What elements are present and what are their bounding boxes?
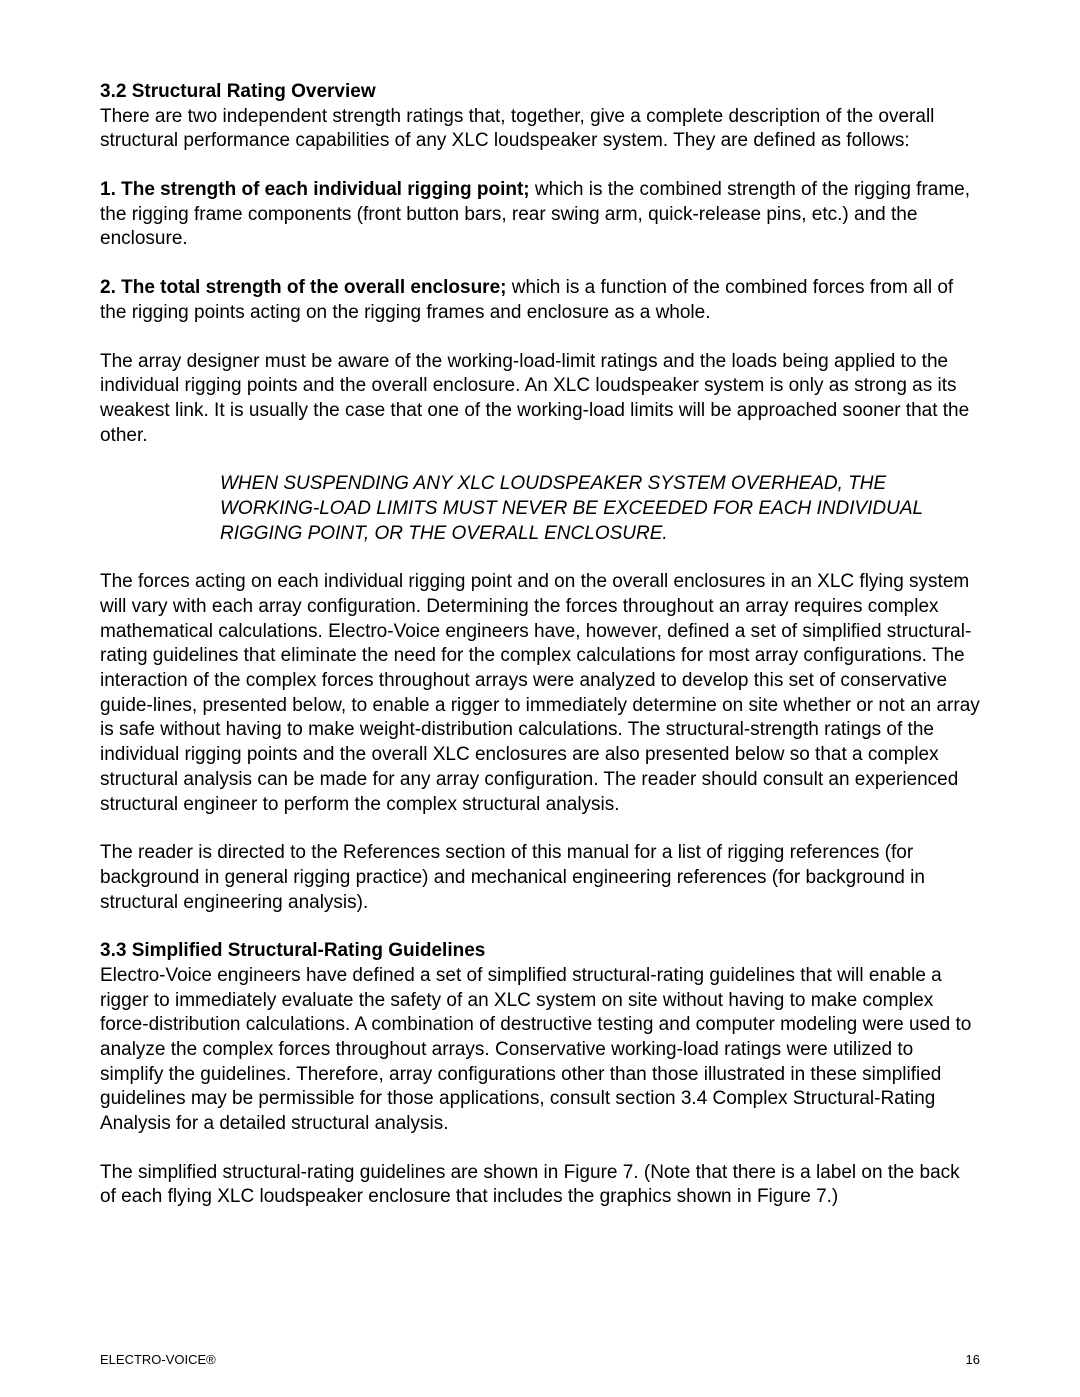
body-text: Electro-Voice engineers have defined a s… — [100, 964, 980, 1137]
section-heading: 3.2 Structural Rating Overview — [100, 80, 980, 105]
paragraph: The forces acting on each individual rig… — [100, 570, 980, 817]
page-number: 16 — [966, 1352, 980, 1367]
section-3-3: 3.3 Simplified Structural-Rating Guideli… — [100, 939, 980, 1137]
point-2: 2. The total strength of the overall enc… — [100, 276, 980, 325]
bold-lead: 2. The total strength of the overall enc… — [100, 277, 506, 298]
body-text: The reader is directed to the References… — [100, 841, 980, 915]
bold-lead: 1. The strength of each individual riggi… — [100, 179, 530, 200]
body-text: 1. The strength of each individual riggi… — [100, 178, 980, 252]
section-3-2: 3.2 Structural Rating Overview There are… — [100, 80, 980, 154]
body-text: The simplified structural-rating guideli… — [100, 1161, 980, 1210]
page-footer: ELECTRO-VOICE® 16 — [100, 1352, 980, 1367]
paragraph: The reader is directed to the References… — [100, 841, 980, 915]
section-heading: 3.3 Simplified Structural-Rating Guideli… — [100, 939, 980, 964]
body-text: The array designer must be aware of the … — [100, 350, 980, 449]
paragraph: The simplified structural-rating guideli… — [100, 1161, 980, 1210]
point-1: 1. The strength of each individual riggi… — [100, 178, 980, 252]
paragraph: The array designer must be aware of the … — [100, 350, 980, 449]
footer-brand: ELECTRO-VOICE® — [100, 1352, 216, 1367]
body-text: The forces acting on each individual rig… — [100, 570, 980, 817]
body-text: 2. The total strength of the overall enc… — [100, 276, 980, 325]
warning-text: WHEN SUSPENDING ANY XLC LOUDSPEAKER SYST… — [220, 472, 980, 546]
body-text: There are two independent strength ratin… — [100, 105, 980, 154]
document-page: 3.2 Structural Rating Overview There are… — [0, 0, 1080, 1397]
